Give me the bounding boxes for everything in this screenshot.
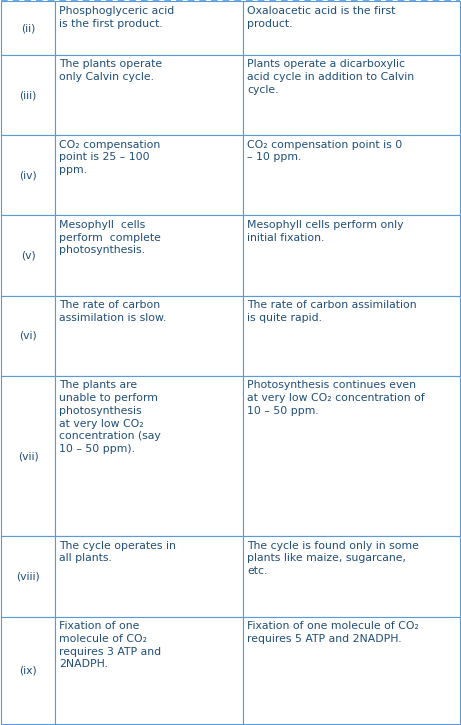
Bar xyxy=(55,55,243,135)
Text: Fixation of one molecule of CO₂
requires 5 ATP and 2NADPH.: Fixation of one molecule of CO₂ requires… xyxy=(247,621,419,644)
Text: The cycle operates in
all plants.: The cycle operates in all plants. xyxy=(59,541,176,563)
Bar xyxy=(1,296,55,376)
Text: The plants are
unable to perform
photosynthesis
at very low CO₂
concentration (s: The plants are unable to perform photosy… xyxy=(59,380,160,455)
Bar xyxy=(243,1,460,55)
Text: Mesophyll cells perform only
initial fixation.: Mesophyll cells perform only initial fix… xyxy=(247,220,403,243)
Bar xyxy=(1,215,55,296)
Bar xyxy=(55,536,243,616)
Bar xyxy=(1,616,55,724)
Text: (v): (v) xyxy=(21,251,35,260)
Text: The rate of carbon
assimilation is slow.: The rate of carbon assimilation is slow. xyxy=(59,300,166,323)
Text: (ii): (ii) xyxy=(21,23,35,33)
Bar xyxy=(243,296,460,376)
Text: CO₂ compensation
point is 25 – 100
ppm.: CO₂ compensation point is 25 – 100 ppm. xyxy=(59,139,160,175)
Text: (ix): (ix) xyxy=(19,665,37,675)
Bar xyxy=(243,55,460,135)
Text: Fixation of one
molecule of CO₂
requires 3 ATP and
2NADPH.: Fixation of one molecule of CO₂ requires… xyxy=(59,621,161,669)
Bar xyxy=(243,376,460,536)
Bar xyxy=(55,1,243,55)
Bar xyxy=(1,55,55,135)
Text: The plants operate
only Calvin cycle.: The plants operate only Calvin cycle. xyxy=(59,59,162,82)
Bar xyxy=(243,135,460,215)
Text: (iii): (iii) xyxy=(19,90,37,100)
Bar xyxy=(243,215,460,296)
Bar xyxy=(1,135,55,215)
Bar xyxy=(55,296,243,376)
Bar xyxy=(55,135,243,215)
Text: (vii): (vii) xyxy=(18,451,38,461)
Bar xyxy=(243,536,460,616)
Text: Plants operate a dicarboxylic
acid cycle in addition to Calvin
cycle.: Plants operate a dicarboxylic acid cycle… xyxy=(247,59,414,95)
Bar xyxy=(55,376,243,536)
Bar xyxy=(55,616,243,724)
Bar xyxy=(55,215,243,296)
Text: Oxaloacetic acid is the first
product.: Oxaloacetic acid is the first product. xyxy=(247,6,396,28)
Text: (iv): (iv) xyxy=(19,170,37,181)
Text: CO₂ compensation point is 0
– 10 ppm.: CO₂ compensation point is 0 – 10 ppm. xyxy=(247,139,402,162)
Text: Mesophyll  cells
perform  complete
photosynthesis.: Mesophyll cells perform complete photosy… xyxy=(59,220,161,255)
Bar xyxy=(1,536,55,616)
Text: The cycle is found only in some
plants like maize, sugarcane,
etc.: The cycle is found only in some plants l… xyxy=(247,541,419,576)
Text: (viii): (viii) xyxy=(16,571,40,581)
Bar xyxy=(1,1,55,55)
Text: The rate of carbon assimilation
is quite rapid.: The rate of carbon assimilation is quite… xyxy=(247,300,417,323)
Text: Phosphoglyceric acid
is the first product.: Phosphoglyceric acid is the first produc… xyxy=(59,6,174,28)
Text: Photosynthesis continues even
at very low CO₂ concentration of
10 – 50 ppm.: Photosynthesis continues even at very lo… xyxy=(247,380,425,416)
Text: (vi): (vi) xyxy=(19,331,37,341)
Bar xyxy=(1,376,55,536)
Bar xyxy=(243,616,460,724)
